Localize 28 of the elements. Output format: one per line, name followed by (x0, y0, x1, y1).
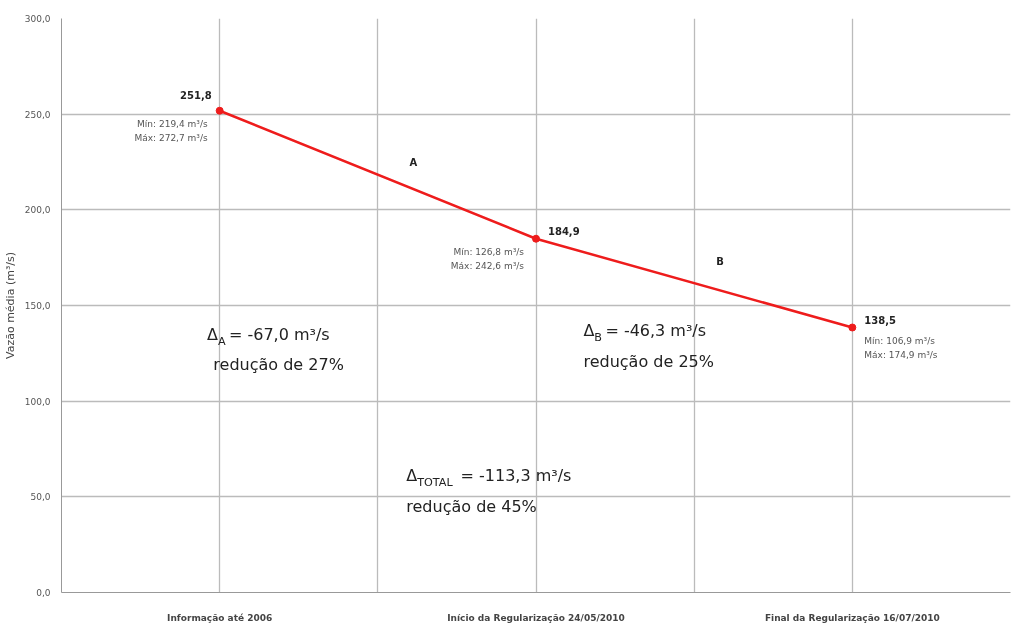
annotation: Máx: 272,7 m³/s (134, 132, 208, 143)
annotation: Máx: 242,6 m³/s (450, 260, 525, 271)
y-tick-label: 100,0 (24, 396, 51, 407)
text: 138,5 (864, 314, 896, 326)
y-tick-label: 0,0 (36, 588, 51, 598)
annotation: redução de 45% (406, 496, 537, 516)
text: 251,8 (180, 89, 212, 101)
annotation: B (716, 256, 724, 268)
y-tick-label: 200,0 (24, 205, 51, 216)
annotation: Máx: 174,9 m³/s (864, 349, 938, 360)
y-axis-title: Vazão média (m³/s) (3, 251, 17, 360)
point (532, 234, 540, 243)
annotation: redução de 27% (213, 355, 344, 375)
annotation: Mín: 126,8 m³/s (453, 246, 525, 257)
point (848, 323, 857, 332)
x-tick-label: Início da Regularização 24/05/2010 (447, 612, 625, 623)
y-tick-label: 250,0 (24, 109, 51, 120)
annotation: redução de 25% (583, 351, 714, 371)
x-tick-label: Final da Regularização 16/07/2010 (764, 612, 940, 623)
point (215, 106, 224, 115)
y-tick-label: 50,0 (30, 492, 51, 503)
annotation: A (409, 156, 418, 168)
y-tick-label: 150,0 (24, 301, 51, 311)
y-tick-label: 300,0 (24, 14, 51, 24)
x-tick-label: Informação até 2006 (167, 612, 273, 623)
annotation: Mín: 219,4 m³/s (137, 118, 208, 129)
annotation: Mín: 106,9 m³/s (864, 335, 936, 346)
text: 184,9 (548, 225, 580, 237)
